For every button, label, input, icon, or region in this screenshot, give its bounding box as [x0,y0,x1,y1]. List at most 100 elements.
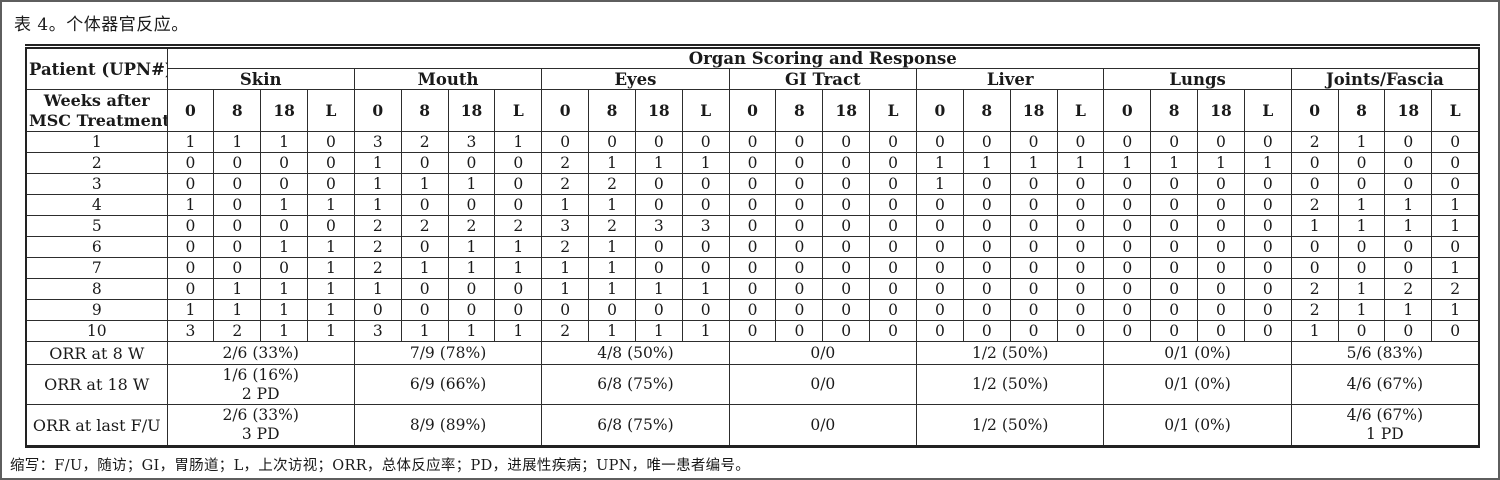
score-cell: 0 [634,299,683,321]
score-cell: 0 [869,278,917,300]
subcol-header-joints-fascia-0: 0 [1290,89,1339,132]
weeks-header-line: Weeks after [43,90,150,110]
orr-cell-line: 4/6 (67%) [1346,406,1424,425]
patient-column-header: Patient (UPN#) [25,46,168,90]
score-cell: 0 [1103,257,1152,279]
score-cell: 3 [353,320,402,342]
orr-cell-skin: 2/6 (33%) 3 PD [166,404,355,447]
score-cell: 0 [822,236,871,258]
score-cell: 3 [634,215,683,237]
subcol-header-gi-tract-0: 0 [728,89,777,132]
score-cell: 0 [728,320,777,342]
score-cell: 0 [494,299,543,321]
score-cell: 0 [775,299,824,321]
subcol-header-eyes-18: 18 [634,89,683,132]
score-cell: 0 [1384,236,1433,258]
score-cell: 2 [588,173,636,195]
score-cell: 0 [962,278,1011,300]
orr-cell-line: 1/2 (50%) [971,415,1049,434]
organ-header-gi-tract: GI Tract [728,68,918,90]
score-cell: 1 [681,320,730,342]
score-cell: 2 [541,320,590,342]
orr-cell-lungs: 0/1 (0%) [1103,364,1292,405]
score-cell: 0 [400,152,449,174]
subcol-header-liver-0: 0 [916,89,964,132]
score-cell: 1 [541,278,590,300]
score-cell: 0 [916,194,964,216]
score-cell: 0 [869,236,917,258]
subcol-header-gi-tract-18: 18 [822,89,871,132]
score-cell: 0 [1290,152,1339,174]
score-cell: 0 [1103,236,1152,258]
orr-cell-line: 3 PD [241,425,280,443]
score-cell: 0 [400,278,449,300]
score-cell: 0 [775,236,824,258]
score-cell: 0 [1243,236,1292,258]
score-cell: 2 [494,215,543,237]
score-cell: 0 [1431,236,1480,258]
score-cell: 0 [775,257,824,279]
score-cell: 0 [962,320,1011,342]
score-cell: 0 [916,131,964,153]
score-cell: 0 [681,257,730,279]
score-cell: 0 [400,194,449,216]
score-cell: 0 [1150,299,1199,321]
score-cell: 0 [1009,236,1058,258]
score-cell: 1 [588,320,636,342]
score-cell: 0 [681,299,730,321]
score-cell: 2 [1431,278,1480,300]
subcol-header-liver-18: 18 [1009,89,1058,132]
score-cell: 0 [1103,278,1152,300]
score-cell: 0 [1197,194,1245,216]
score-cell: 0 [1290,236,1339,258]
score-cell: 0 [1009,299,1058,321]
score-cell: 0 [916,320,964,342]
orr-cell-eyes: 4/8 (50%) [541,341,730,365]
patient-id-cell: 10 [25,320,168,342]
score-cell: 0 [728,152,777,174]
score-cell: 1 [1337,215,1386,237]
score-cell: 0 [822,194,871,216]
orr-cell-line: 1/6 (16%) [222,365,299,384]
score-cell: 0 [1243,131,1292,153]
subcol-header-skin-l: L [307,89,355,132]
score-cell: 1 [400,320,449,342]
score-cell: 1 [681,278,730,300]
score-cell: 0 [1009,320,1058,342]
subcol-header-joints-fascia-8: 8 [1337,89,1386,132]
score-cell: 0 [1243,278,1292,300]
score-cell: 0 [822,257,871,279]
score-cell: 1 [307,236,355,258]
score-cell: 0 [728,131,777,153]
orr-row-label: ORR at last F/U [25,404,168,447]
orr-cell-mouth: 6/9 (66%) [353,364,543,405]
score-cell: 0 [869,320,917,342]
orr-cell-joints-fascia: 4/6 (67%) [1290,364,1480,405]
score-cell: 0 [1103,131,1152,153]
score-cell: 0 [1150,194,1199,216]
score-cell: 0 [166,173,215,195]
score-cell: 0 [1197,131,1245,153]
score-cell: 1 [260,131,309,153]
score-cell: 0 [822,299,871,321]
score-cell: 1 [1009,152,1058,174]
orr-cell-line: 0/0 [810,415,836,434]
score-cell: 3 [353,131,402,153]
score-cell: 1 [1384,215,1433,237]
organ-response-table: Patient (UPN#) Organ Scoring and Respons… [25,44,1480,448]
orr-cell-line: 7/9 (78%) [409,343,487,362]
organ-scoring-span-header: Organ Scoring and Response [166,46,1480,69]
score-cell: 1 [1103,152,1152,174]
subcol-header-gi-tract-8: 8 [775,89,824,132]
score-cell: 0 [822,152,871,174]
subcol-header-eyes-l: L [681,89,730,132]
score-cell: 0 [1197,257,1245,279]
score-cell: 0 [494,194,543,216]
score-cell: 0 [588,131,636,153]
orr-cell-gi-tract: 0/0 [728,364,918,405]
subcol-header-eyes-0: 0 [541,89,590,132]
score-cell: 0 [353,299,402,321]
score-cell: 0 [260,152,309,174]
score-cell: 0 [1384,152,1433,174]
